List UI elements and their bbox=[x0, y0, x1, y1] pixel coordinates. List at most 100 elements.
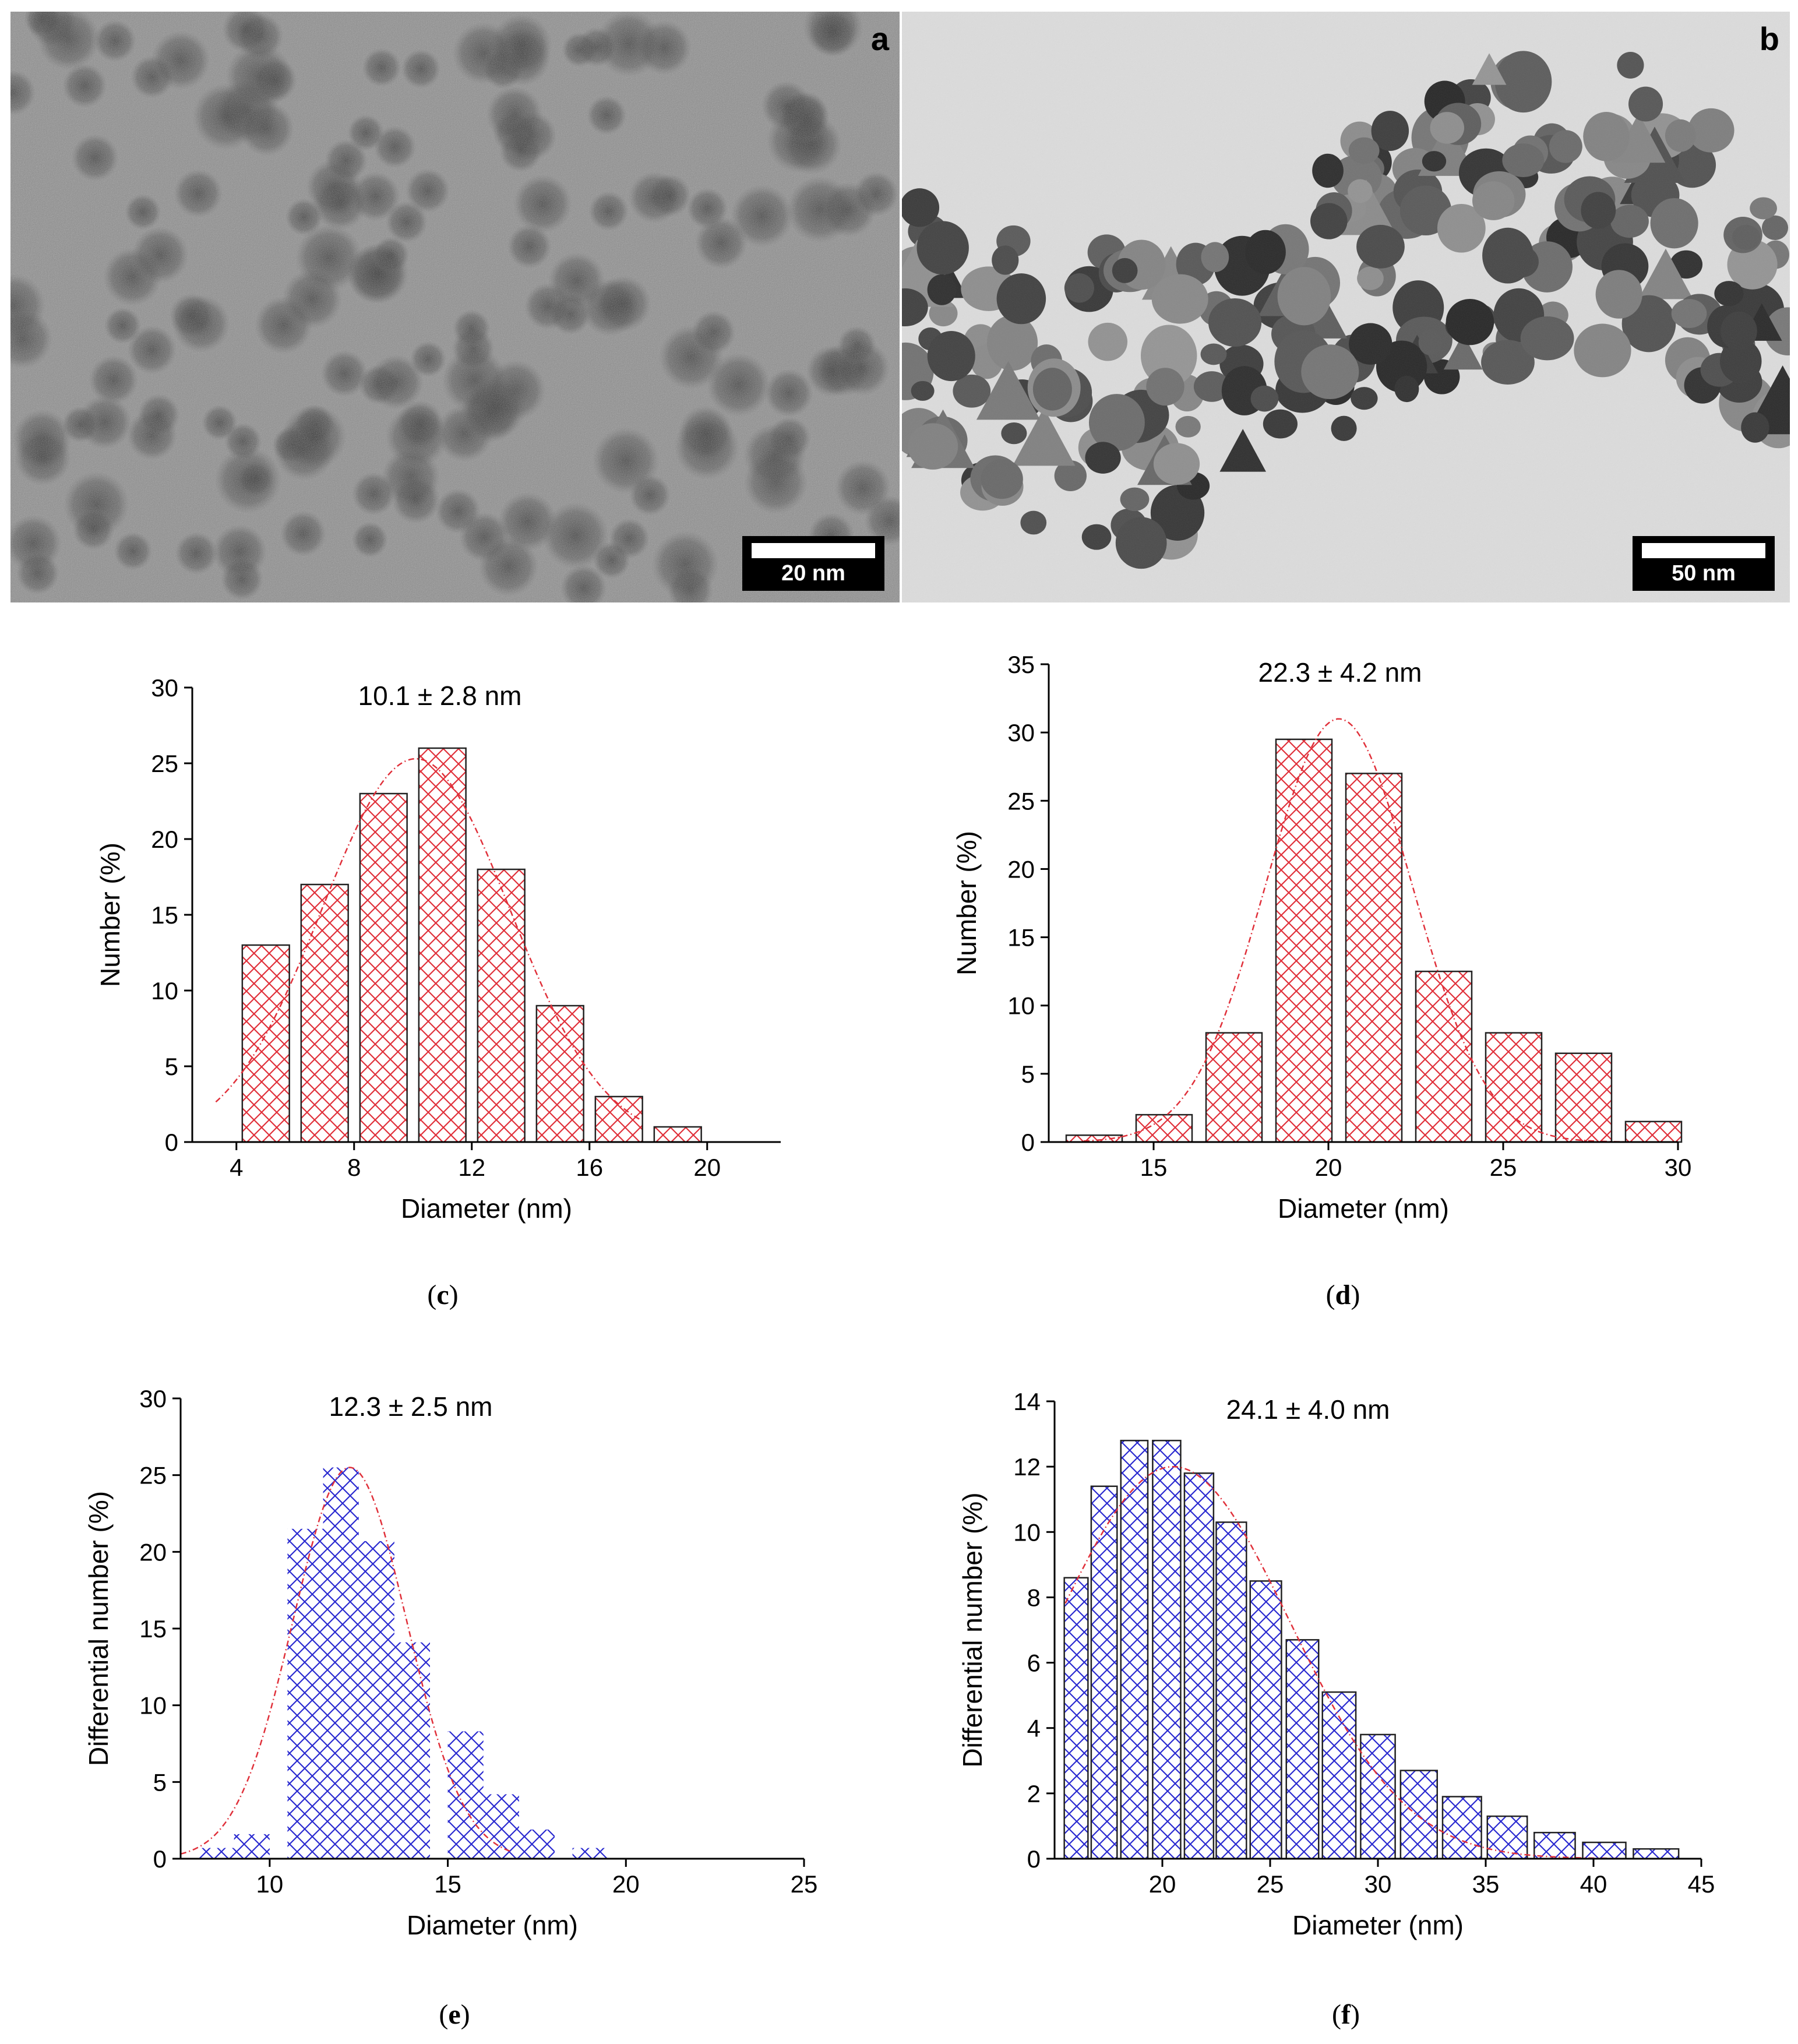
y-tick-label: 15 bbox=[139, 1615, 167, 1643]
tem-image-b: 50 nm b bbox=[902, 12, 1790, 602]
histogram-bar bbox=[483, 1794, 519, 1859]
histogram-bar bbox=[1399, 1770, 1438, 1860]
y-tick-label: 20 bbox=[151, 826, 178, 853]
histogram-bar bbox=[1215, 1521, 1247, 1860]
histogram-bar bbox=[1090, 1485, 1118, 1860]
histogram-bar bbox=[394, 1642, 430, 1859]
chart-title: 24.1 ± 4.0 nm bbox=[1226, 1394, 1390, 1425]
scale-bar-a: 20 nm bbox=[742, 536, 884, 591]
histogram-bar bbox=[1554, 1052, 1613, 1143]
y-tick-label: 5 bbox=[153, 1768, 167, 1796]
y-axis-label: Number (%) bbox=[956, 831, 982, 975]
histogram-bar bbox=[1624, 1120, 1683, 1143]
histogram-c: 0 5 10 15 20 25 30 4 8 12 16 20 10.1 ± 2.8 nm Diamete… bbox=[95, 674, 781, 1224]
x-tick-label: 25 bbox=[1257, 1870, 1284, 1898]
caption-f: (f) bbox=[1332, 1999, 1360, 2030]
y-tick-label: 0 bbox=[1027, 1845, 1041, 1873]
x-tick-label: 25 bbox=[791, 1870, 818, 1898]
caption-e: (e) bbox=[439, 1999, 470, 2030]
histogram-bar bbox=[1633, 1848, 1680, 1860]
histogram-bar bbox=[477, 868, 526, 1143]
panel-label-b: b bbox=[1759, 20, 1779, 57]
y-tick-label: 10 bbox=[1007, 992, 1035, 1020]
chart-e: 0 5 10 15 20 25 30 10 15 20 25 12.3 ± 2.5 nm Diamete… bbox=[70, 1352, 845, 1969]
histogram-bar bbox=[358, 1541, 394, 1859]
x-tick-label: 12 bbox=[458, 1154, 485, 1181]
histogram-bar bbox=[1486, 1815, 1528, 1860]
scale-bar-label: 20 nm bbox=[781, 561, 845, 586]
fit-curve bbox=[1064, 1465, 1669, 1860]
panel-label-a: a bbox=[870, 20, 889, 57]
histogram-bar bbox=[594, 1095, 643, 1143]
y-tick-label: 5 bbox=[165, 1053, 178, 1080]
y-tick-label: 4 bbox=[1027, 1715, 1041, 1742]
y-tick-label: 25 bbox=[151, 750, 178, 777]
x-tick-label: 8 bbox=[347, 1154, 361, 1181]
histogram-d: 0 5 10 15 20 25 30 35 15 20 25 30 22.3 ± 4.2 nm Diame… bbox=[956, 651, 1691, 1224]
y-axis-label: Number (%) bbox=[95, 843, 125, 987]
y-axis-label: Differential number (%) bbox=[957, 1492, 988, 1767]
x-tick-label: 25 bbox=[1490, 1154, 1517, 1181]
histogram-bar bbox=[287, 1528, 323, 1859]
histogram-bar bbox=[572, 1848, 608, 1859]
tem-micrograph-small-particles bbox=[10, 12, 900, 602]
y-tick-label: 30 bbox=[1007, 719, 1035, 746]
x-tick-label: 4 bbox=[230, 1154, 243, 1181]
chart-title: 22.3 ± 4.2 nm bbox=[1258, 657, 1422, 688]
y-tick-label: 20 bbox=[1007, 855, 1035, 883]
histogram-bar bbox=[1441, 1796, 1482, 1860]
x-tick-label: 16 bbox=[576, 1154, 603, 1181]
histogram-bar bbox=[1135, 1113, 1193, 1143]
x-tick-label: 45 bbox=[1688, 1870, 1715, 1898]
histogram-bar bbox=[1415, 970, 1473, 1143]
y-tick-label: 30 bbox=[151, 674, 178, 702]
histogram-bar bbox=[1321, 1691, 1357, 1860]
histogram-bar bbox=[359, 792, 408, 1143]
y-tick-label: 15 bbox=[151, 901, 178, 929]
histogram-bar bbox=[653, 1126, 702, 1143]
histogram-bar bbox=[1205, 1032, 1263, 1143]
histogram-bar bbox=[1152, 1440, 1182, 1860]
chart-f: 0 2 4 6 8 10 12 14 20 25 30 35 40 45 24.1 ± 4.0 nm Diam… bbox=[956, 1352, 1725, 1969]
histogram-bar bbox=[1120, 1440, 1149, 1860]
histogram-bar bbox=[234, 1834, 270, 1859]
histogram-bar bbox=[323, 1467, 359, 1859]
fit-curve bbox=[215, 757, 640, 1120]
scale-bar-label: 50 nm bbox=[1672, 561, 1736, 586]
histogram-bar bbox=[1249, 1580, 1282, 1860]
histogram-bar bbox=[1183, 1472, 1215, 1860]
histogram-bar bbox=[300, 883, 349, 1143]
x-tick-label: 20 bbox=[1315, 1154, 1342, 1181]
y-tick-label: 0 bbox=[165, 1129, 178, 1156]
x-tick-label: 40 bbox=[1580, 1870, 1607, 1898]
y-tick-label: 12 bbox=[1013, 1453, 1041, 1481]
fit-curve bbox=[1083, 718, 1661, 1143]
caption-c: (c) bbox=[427, 1280, 459, 1310]
y-tick-label: 20 bbox=[139, 1538, 167, 1566]
y-tick-label: 5 bbox=[1021, 1060, 1035, 1088]
chart-title: 10.1 ± 2.8 nm bbox=[358, 681, 522, 711]
bars bbox=[198, 1467, 608, 1859]
histogram-bar bbox=[418, 747, 467, 1143]
histogram-bar bbox=[198, 1848, 234, 1859]
y-tick-label: 25 bbox=[139, 1462, 167, 1489]
y-tick-label: 6 bbox=[1027, 1650, 1041, 1677]
histogram-bar bbox=[1485, 1032, 1543, 1143]
fit-curve bbox=[180, 1467, 513, 1855]
y-tick-label: 30 bbox=[139, 1385, 167, 1412]
y-tick-label: 2 bbox=[1027, 1780, 1041, 1807]
x-tick-label: 15 bbox=[1140, 1154, 1168, 1181]
x-tick-label: 10 bbox=[256, 1870, 283, 1898]
y-tick-label: 25 bbox=[1007, 787, 1035, 815]
x-axis-label: Diameter (nm) bbox=[1278, 1193, 1449, 1224]
bars bbox=[241, 747, 702, 1143]
histogram-bar bbox=[1345, 773, 1403, 1143]
tem-image-a: 20 nm a bbox=[10, 12, 900, 602]
y-tick-label: 35 bbox=[1007, 651, 1035, 678]
bars bbox=[1065, 738, 1683, 1143]
histogram-bar bbox=[535, 1005, 584, 1143]
histogram-bar bbox=[1063, 1577, 1089, 1860]
histogram-bar bbox=[1360, 1733, 1396, 1860]
y-tick-label: 10 bbox=[1013, 1518, 1041, 1546]
x-tick-label: 30 bbox=[1365, 1870, 1392, 1898]
